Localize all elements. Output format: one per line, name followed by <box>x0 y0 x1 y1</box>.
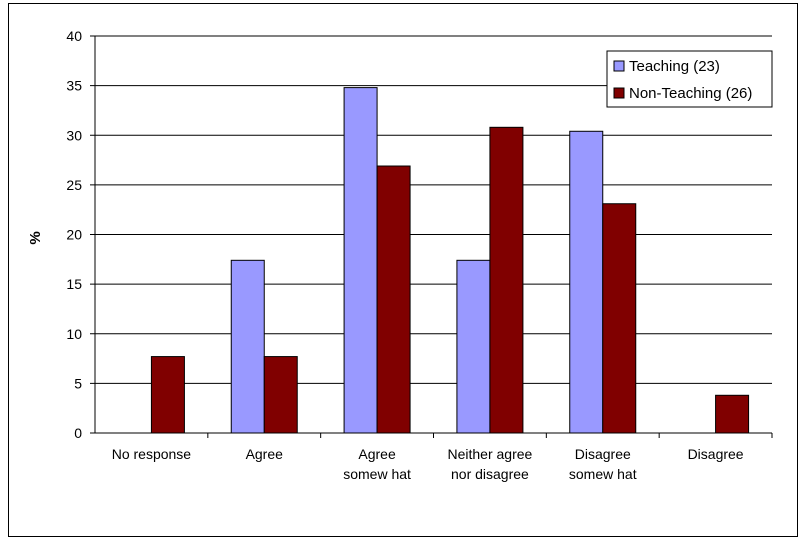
y-tick-label: 0 <box>74 425 82 441</box>
x-tick-label: nor disagree <box>451 466 529 482</box>
legend-label: Teaching (23) <box>629 58 720 75</box>
y-ticks: 0 5 10 15 20 25 30 35 40 <box>66 28 95 441</box>
x-tick-label: Disagree <box>688 446 744 462</box>
y-tick-label: 10 <box>66 326 82 342</box>
y-tick-label: 25 <box>66 177 82 193</box>
bar-teaching <box>343 87 378 434</box>
x-tick-label: somew hat <box>569 466 637 482</box>
y-tick-label: 20 <box>66 227 82 243</box>
y-tick-label: 35 <box>66 78 82 94</box>
x-ticks: No response Agree Agree somew hat Neither ag… <box>112 433 773 482</box>
legend-swatch <box>613 60 625 72</box>
x-tick-label: Agree <box>358 446 396 462</box>
bar-teaching <box>456 259 491 434</box>
y-tick-label: 40 <box>66 28 82 44</box>
x-tick-label: No response <box>112 446 192 462</box>
y-tick-label: 15 <box>66 276 82 292</box>
bar-non-teaching <box>376 165 411 434</box>
bar-non-teaching <box>150 356 185 434</box>
bar-non-teaching <box>602 203 637 434</box>
legend-label: Non-Teaching (26) <box>629 85 752 102</box>
x-tick-label: Neither agree <box>448 446 533 462</box>
legend-swatch <box>613 87 625 99</box>
bar-non-teaching <box>263 356 298 434</box>
x-tick-label: Agree <box>246 446 284 462</box>
y-axis-title: % <box>27 231 44 244</box>
legend: Teaching (23) Non-Teaching (26) <box>606 50 773 108</box>
legend-box <box>606 50 773 108</box>
x-tick-label: somew hat <box>343 466 411 482</box>
y-tick-label: 30 <box>66 127 82 143</box>
x-tick-label: Disagree <box>575 446 631 462</box>
bar-non-teaching <box>715 394 750 434</box>
bar-teaching <box>569 130 604 434</box>
bar-non-teaching <box>489 126 524 434</box>
bar-teaching <box>230 259 265 434</box>
bars <box>150 87 750 434</box>
y-tick-label: 5 <box>74 375 82 391</box>
